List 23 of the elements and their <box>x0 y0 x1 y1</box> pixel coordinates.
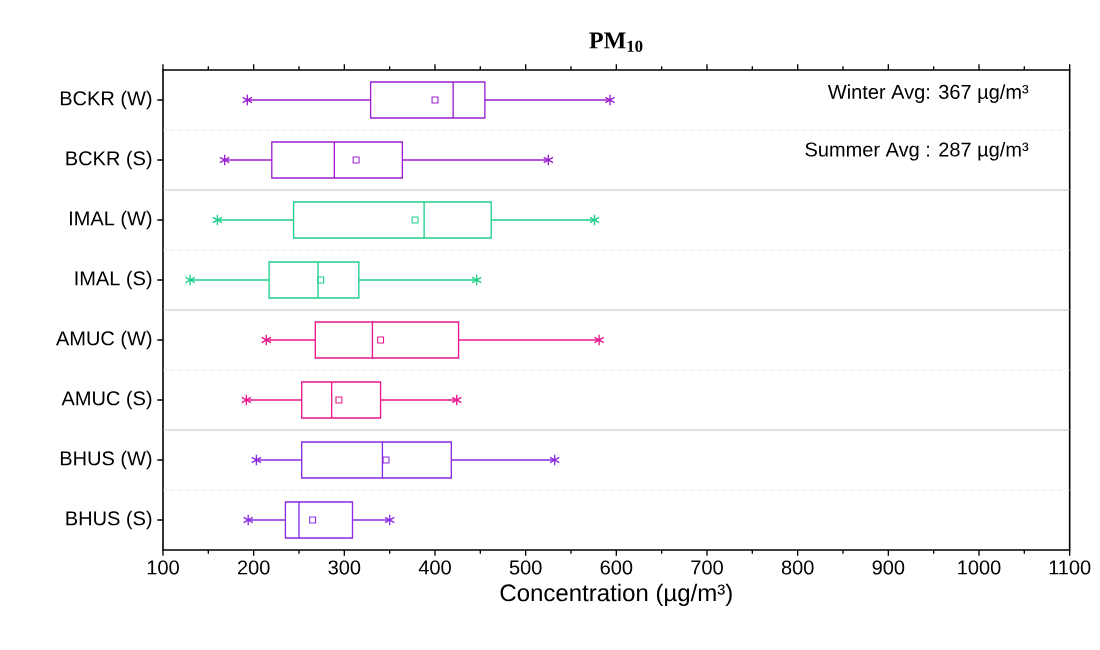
x-tick-label: 200 <box>237 560 270 575</box>
x-tick-label: 500 <box>509 560 542 575</box>
chart-title: PM$_{10}$ <box>589 32 643 52</box>
y-tick-label: IMAL (S) <box>75 270 152 290</box>
y-tick-label: BHUS (S) <box>66 510 152 530</box>
x-tick-label: 300 <box>328 560 361 575</box>
y-tick-label: AMUC (W) <box>56 330 152 350</box>
x-tick-label: 1000 <box>958 560 1001 575</box>
x-tick-label: 600 <box>600 560 633 575</box>
x-tick-label: 800 <box>781 560 814 575</box>
x-tick-label: 400 <box>418 560 451 575</box>
x-tick-label: 1100 <box>1049 560 1091 575</box>
x-tick-label: 900 <box>872 560 905 575</box>
x-axis-title: Concentration (µg/m³) <box>500 583 732 607</box>
y-tick-label: AMUC (S) <box>61 390 152 410</box>
y-tick-label: IMAL (W) <box>70 210 152 230</box>
x-tick-label: 700 <box>691 560 723 575</box>
x-tick-label: 100 <box>147 560 179 575</box>
annotation: Winter Avg: 367 µg/m³ <box>827 84 1029 103</box>
y-tick-label: BCKR (S) <box>66 150 152 170</box>
y-tick-label: BHUS (W) <box>60 450 152 470</box>
y-tick-label: BCKR (W) <box>60 90 152 110</box>
annotation: Summer Avg : 287 µg/m³ <box>805 141 1029 161</box>
